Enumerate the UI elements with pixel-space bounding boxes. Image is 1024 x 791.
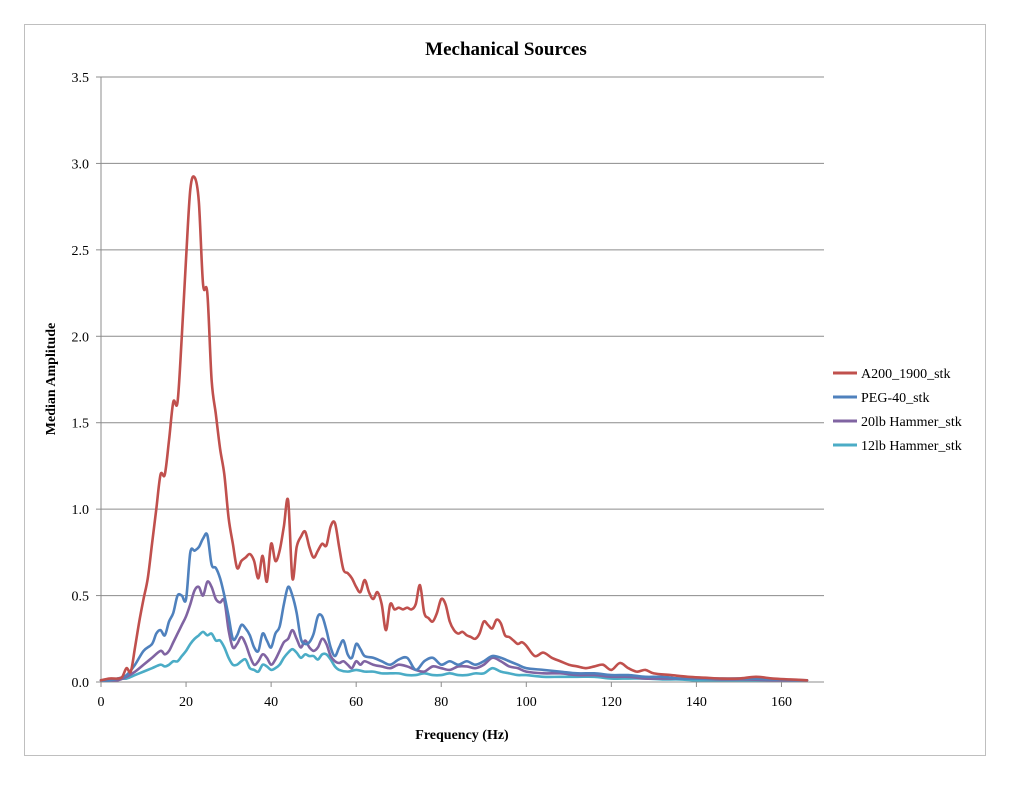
legend-item: A200_1900_stk <box>833 367 950 382</box>
series-line-peg-40-stk <box>99 532 809 682</box>
x-tick-label: 60 <box>349 695 363 710</box>
y-tick-label: 3.0 <box>72 157 90 172</box>
legend: A200_1900_stk PEG-40_stk 20lb Hammer_stk 12… <box>833 367 962 454</box>
x-tick-label: 100 <box>516 695 537 710</box>
series-line-a200-1900-stk <box>99 175 809 682</box>
axes <box>100 77 824 683</box>
x-tick-label: 140 <box>686 695 707 710</box>
y-tick-label: 2.0 <box>72 330 90 345</box>
series-lines <box>99 175 809 682</box>
y-tick-label: 1.5 <box>72 417 90 432</box>
series-line-12lb-hammer-stk <box>99 630 809 682</box>
x-tick-label: 120 <box>601 695 622 710</box>
legend-label: A200_1900_stk <box>861 367 950 382</box>
x-tick-label: 0 <box>98 695 105 710</box>
chart-frame: Mechanical Sources 0.0 0.5 1.0 1.5 2.0 2.5 3.0… <box>24 24 986 756</box>
legend-label: PEG-40_stk <box>861 391 929 406</box>
x-tick-label: 40 <box>264 695 278 710</box>
legend-label: 20lb Hammer_stk <box>861 415 962 430</box>
x-axis-ticks: 0 20 40 60 80 100 120 140 160 <box>98 682 792 710</box>
x-tick-label: 80 <box>434 695 448 710</box>
y-tick-label: 2.5 <box>72 244 90 259</box>
series-line-20lb-hammer-stk <box>99 580 809 682</box>
y-axis-label: Median Amplitude <box>44 323 59 435</box>
y-tick-label: 0.0 <box>72 676 90 691</box>
legend-item: 20lb Hammer_stk <box>833 415 962 430</box>
x-axis-label: Frequency (Hz) <box>415 728 509 743</box>
y-axis-ticks: 0.0 0.5 1.0 1.5 2.0 2.5 3.0 3.5 <box>72 71 101 691</box>
legend-item: 12lb Hammer_stk <box>833 439 962 454</box>
line-chart: Mechanical Sources 0.0 0.5 1.0 1.5 2.0 2.5 3.0… <box>44 39 962 743</box>
legend-label: 12lb Hammer_stk <box>861 439 962 454</box>
x-tick-label: 160 <box>771 695 792 710</box>
y-tick-label: 0.5 <box>72 590 90 605</box>
y-tick-label: 1.0 <box>72 503 90 518</box>
gridlines <box>101 76 824 597</box>
legend-item: PEG-40_stk <box>833 391 929 406</box>
x-tick-label: 20 <box>179 695 193 710</box>
chart-title: Mechanical Sources <box>425 39 587 60</box>
y-tick-label: 3.5 <box>72 71 90 86</box>
